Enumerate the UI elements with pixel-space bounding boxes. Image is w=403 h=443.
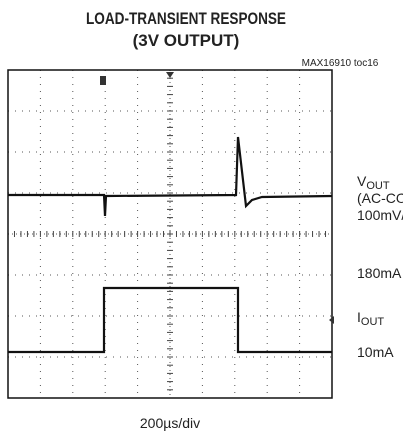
timebase-label: 200µs/div [140,415,200,431]
trigger-marker [100,76,106,85]
figure-code: MAX16910 toc16 [302,58,379,69]
vout-label: VOUT [357,173,390,192]
iout-trace [8,286,332,354]
trigger-position [166,72,174,78]
iout-main: I [357,309,361,325]
vout-trace [8,136,333,217]
coupling-label: (AC-CO [357,190,403,206]
vout-main: V [357,173,367,189]
title: LOAD-TRANSIENT RESPONSE [86,9,286,28]
subtitle: (3V OUTPUT) [133,31,240,50]
graticule [7,69,333,399]
iout-label: IOUT [357,309,384,328]
vout-sub: OUT [366,180,390,192]
channel-marker [329,316,334,324]
screen-border [7,69,333,399]
ihigh-label: 180mA [357,265,402,281]
ilow-label: 10mA [357,344,394,360]
iout-sub: OUT [361,316,385,328]
vscale-label: 100mV/ [357,207,403,223]
